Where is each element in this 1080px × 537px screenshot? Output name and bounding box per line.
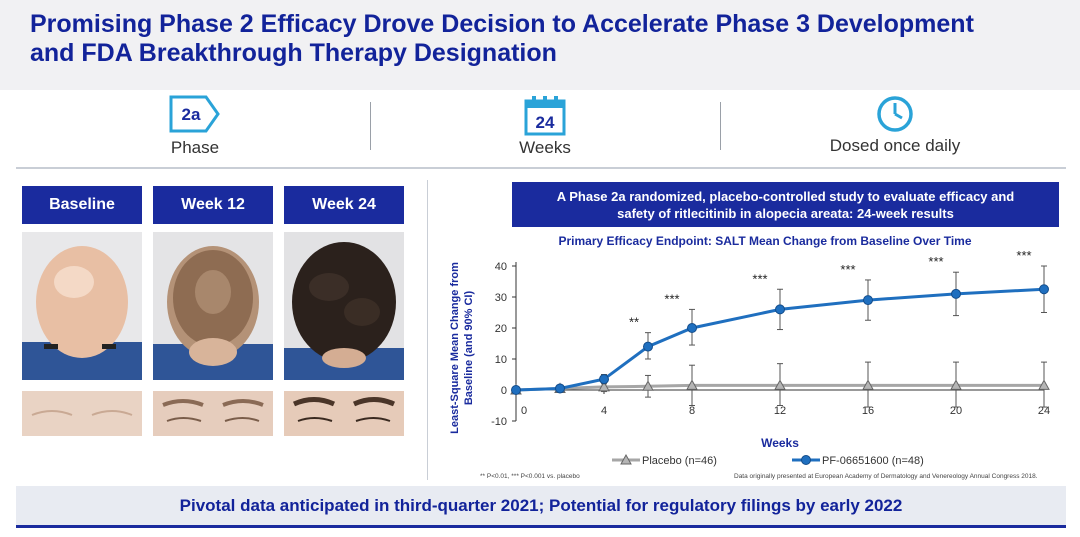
y-axis-label-line2: Baseline (and 90% CI) bbox=[463, 291, 475, 406]
eyebrow-photo-week12 bbox=[153, 391, 273, 436]
data-point-placebo bbox=[862, 379, 874, 390]
photo-header-week24: Week 24 bbox=[284, 186, 404, 224]
phase-badge-icon: 2a bbox=[169, 95, 220, 133]
x-tick-label: 8 bbox=[689, 405, 695, 417]
legend-label-placebo: Placebo (n=46) bbox=[642, 455, 717, 467]
x-tick-label: 24 bbox=[1038, 405, 1050, 417]
data-point-placebo bbox=[950, 379, 962, 390]
legend-marker-treatment bbox=[801, 455, 811, 465]
eyebrow-photo-baseline bbox=[22, 391, 142, 436]
stat-phase: 2a Phase bbox=[150, 94, 240, 158]
x-axis-label: Weeks bbox=[761, 436, 799, 450]
data-point-treatment bbox=[599, 374, 609, 385]
x-tick-label: 16 bbox=[862, 405, 874, 417]
data-point-treatment bbox=[951, 288, 961, 299]
x-tick-label: 4 bbox=[601, 405, 607, 417]
stat-weeks: 24 Weeks bbox=[500, 94, 590, 158]
x-tick-label: 12 bbox=[774, 405, 786, 417]
study-description-line2: safety of ritlecitinib in alopecia areat… bbox=[617, 205, 954, 221]
scalp-photo-baseline bbox=[22, 232, 142, 380]
significance-annotation: *** bbox=[752, 271, 767, 286]
data-point-placebo bbox=[686, 379, 698, 390]
stat-dosing: Dosed once daily bbox=[810, 94, 980, 156]
photo-header-baseline: Baseline bbox=[22, 186, 142, 224]
y-tick-label: 40 bbox=[495, 261, 507, 273]
data-point-placebo bbox=[642, 380, 654, 391]
data-point-treatment bbox=[687, 323, 697, 333]
data-point-placebo bbox=[774, 379, 786, 390]
significance-annotation: *** bbox=[928, 254, 943, 269]
legend-label-treatment: PF-06651600 (n=48) bbox=[822, 455, 924, 467]
legend-marker-placebo bbox=[620, 453, 632, 465]
significance-annotation: *** bbox=[1016, 248, 1031, 263]
page-title: Promising Phase 2 Efficacy Drove Decisio… bbox=[30, 10, 974, 67]
data-point-treatment bbox=[1039, 284, 1049, 295]
data-point-treatment bbox=[863, 295, 873, 306]
chart-title: Primary Efficacy Endpoint: SALT Mean Cha… bbox=[559, 234, 972, 248]
data-point-placebo bbox=[1038, 379, 1050, 390]
study-description-line1: A Phase 2a randomized, placebo-controlle… bbox=[556, 188, 1015, 204]
footer-banner: Pivotal data anticipated in third-quarte… bbox=[16, 486, 1066, 528]
stat-separator bbox=[720, 102, 721, 150]
eyebrow-photo-week24 bbox=[284, 391, 404, 436]
efficacy-chart: Primary Efficacy Endpoint: SALT Mean Cha… bbox=[449, 234, 1050, 467]
stat-label-phase: Phase bbox=[170, 138, 220, 157]
calendar-text: 24 bbox=[536, 113, 555, 132]
x-tick-label: 20 bbox=[950, 405, 962, 417]
y-tick-label: 20 bbox=[495, 323, 507, 335]
y-tick-label: 30 bbox=[495, 292, 507, 304]
y-tick-label: -10 bbox=[491, 416, 507, 428]
section-divider bbox=[16, 167, 1066, 169]
stat-separator bbox=[370, 102, 371, 150]
significance-annotation: ** bbox=[629, 315, 639, 330]
clock-icon bbox=[877, 96, 913, 132]
significance-annotation: *** bbox=[840, 262, 855, 277]
scalp-photo-week24 bbox=[284, 232, 404, 380]
study-description-box: A Phase 2a randomized, placebo-controlle… bbox=[512, 182, 1059, 227]
significance-annotation: *** bbox=[664, 291, 679, 306]
scalp-photo-week12 bbox=[153, 232, 273, 380]
data-point-treatment bbox=[555, 383, 565, 394]
stat-label-weeks: Weeks bbox=[519, 138, 571, 157]
column-divider bbox=[427, 180, 428, 480]
x-tick-label: 0 bbox=[521, 405, 527, 417]
photo-header-week12: Week 12 bbox=[153, 186, 273, 224]
calendar-icon: 24 bbox=[524, 96, 566, 136]
data-point-placebo bbox=[598, 380, 610, 392]
phase-badge-text: 2a bbox=[182, 105, 201, 124]
footnote-significance: ** P<0.01, *** P<0.001 vs. placebo bbox=[480, 473, 580, 480]
y-axis-label-line1: Least-Square Mean Change from bbox=[449, 262, 461, 434]
data-point-treatment bbox=[775, 304, 785, 315]
data-point-treatment bbox=[643, 341, 653, 352]
y-tick-label: 10 bbox=[495, 354, 507, 366]
y-tick-label: 0 bbox=[501, 385, 507, 397]
header-banner bbox=[0, 0, 1080, 90]
stat-label-dosing: Dosed once daily bbox=[829, 136, 961, 155]
data-point-treatment bbox=[511, 385, 521, 395]
footnote-source: Data originally presented at European Ac… bbox=[734, 473, 1038, 480]
